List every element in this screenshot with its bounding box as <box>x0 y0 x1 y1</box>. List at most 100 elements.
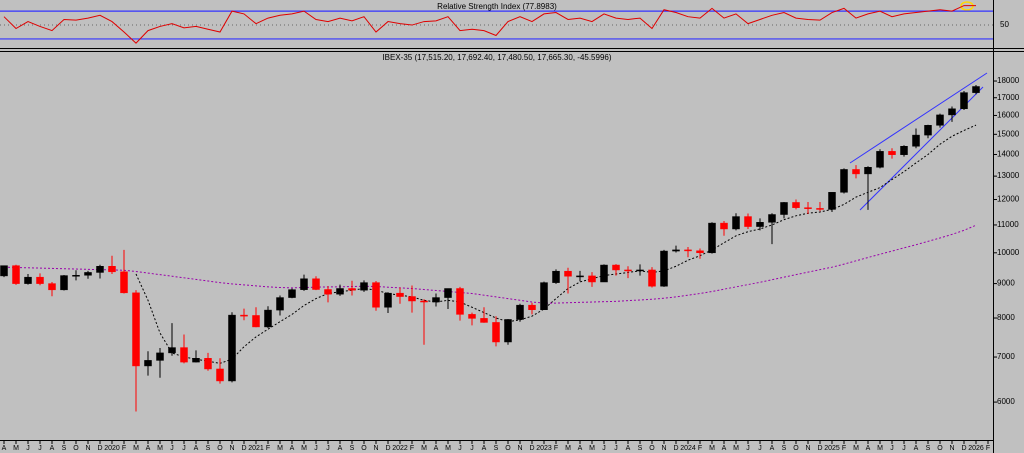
candle-body <box>732 216 740 230</box>
candle-body <box>228 314 236 382</box>
x-tick-label: A <box>770 445 775 452</box>
x-tick-label: M <box>277 445 283 452</box>
x-tick-label: 2025 <box>824 445 840 452</box>
x-tick-label: M <box>445 445 451 452</box>
moving-average <box>135 124 977 364</box>
x-tick-label: F <box>410 445 414 452</box>
candle-body <box>360 282 368 291</box>
x-tick-label: A <box>722 445 727 452</box>
candle-body <box>600 264 608 283</box>
x-tick-label: S <box>62 445 67 452</box>
candle-body <box>852 169 860 175</box>
x-tick-label: D <box>97 445 102 452</box>
candle-body <box>12 265 20 284</box>
x-tick-label: N <box>805 445 810 452</box>
candle-body <box>444 288 452 298</box>
x-tick-label: N <box>373 445 378 452</box>
x-tick-label: F <box>266 445 270 452</box>
x-tick-label: O <box>793 445 799 452</box>
x-tick-label: A <box>338 445 343 452</box>
y-tick-label: 11000 <box>997 220 1019 229</box>
y-tick-label: 9000 <box>997 279 1015 288</box>
trendline <box>849 72 988 164</box>
x-tick-label: M <box>877 445 883 452</box>
candle-body <box>60 275 68 291</box>
candle-body <box>240 314 248 317</box>
x-tick-label: S <box>782 445 787 452</box>
candle-body <box>612 264 620 271</box>
candle-body <box>492 322 500 343</box>
x-tick-label: M <box>301 445 307 452</box>
x-tick-label: J <box>470 445 474 452</box>
candle-body <box>672 249 680 252</box>
x-tick-label: J <box>170 445 174 452</box>
candle-body <box>288 289 296 298</box>
x-tick-label: N <box>661 445 666 452</box>
candle-body <box>108 266 116 273</box>
candle-body <box>156 352 164 361</box>
candle-body <box>828 192 836 210</box>
candle-body <box>432 297 440 303</box>
x-tick-label: A <box>290 445 295 452</box>
x-tick-label: A <box>626 445 631 452</box>
candle-body <box>900 145 908 155</box>
candle-body <box>624 269 632 272</box>
candle-body <box>276 297 284 311</box>
candle-body <box>744 216 752 227</box>
x-tick-label: M <box>589 445 595 452</box>
y-tick-label: 7000 <box>997 352 1015 361</box>
y-tick-label: 50 <box>1000 20 1009 29</box>
candle-body <box>456 288 464 315</box>
x-tick-label: J <box>758 445 762 452</box>
candle-body <box>540 282 548 310</box>
x-tick-label: J <box>890 445 894 452</box>
candle-body <box>180 347 188 363</box>
x-tick-label: S <box>206 445 211 452</box>
candle-body <box>516 304 524 320</box>
y-tick-label: 18000 <box>997 76 1020 85</box>
candle-body <box>216 368 224 382</box>
x-tick-label: F <box>122 445 126 452</box>
x-tick-label: J <box>326 445 330 452</box>
candle-body <box>408 296 416 302</box>
x-tick-label: M <box>709 445 715 452</box>
candle-body <box>912 134 920 147</box>
candle-body <box>480 318 488 323</box>
x-tick-label: D <box>241 445 246 452</box>
y-tick-label: 6000 <box>997 397 1015 406</box>
x-tick-label: A <box>866 445 871 452</box>
x-tick-label: 2026 <box>968 445 984 452</box>
x-tick-label: O <box>217 445 223 452</box>
y-tick-label: 13000 <box>997 171 1020 180</box>
x-tick-label: N <box>229 445 234 452</box>
x-tick-label: A <box>50 445 55 452</box>
x-tick-label: 2020 <box>104 445 120 452</box>
candle-body <box>708 222 716 254</box>
candle-body <box>72 275 80 277</box>
candle-body <box>924 125 932 136</box>
candle-body <box>168 347 176 354</box>
x-tick-label: 2023 <box>536 445 552 452</box>
y-tick-label: 10000 <box>997 248 1020 257</box>
x-tick-label: D <box>673 445 678 452</box>
x-tick-label: O <box>361 445 367 452</box>
candle-body <box>936 114 944 126</box>
candle-body <box>888 151 896 155</box>
x-tick-label: S <box>494 445 499 452</box>
candle-body <box>324 289 332 295</box>
rsi-line <box>3 5 977 44</box>
candle-body <box>564 270 572 277</box>
candle-body <box>972 86 980 93</box>
candle-body <box>372 282 380 308</box>
candle-body <box>144 360 152 367</box>
candle-body <box>648 269 656 287</box>
x-tick-label: F <box>554 445 558 452</box>
candle-body <box>384 292 392 308</box>
candle-body <box>0 265 8 277</box>
candle-body <box>948 108 956 116</box>
candle-body <box>132 292 140 367</box>
candle-body <box>504 319 512 343</box>
x-tick-label: 2024 <box>680 445 696 452</box>
